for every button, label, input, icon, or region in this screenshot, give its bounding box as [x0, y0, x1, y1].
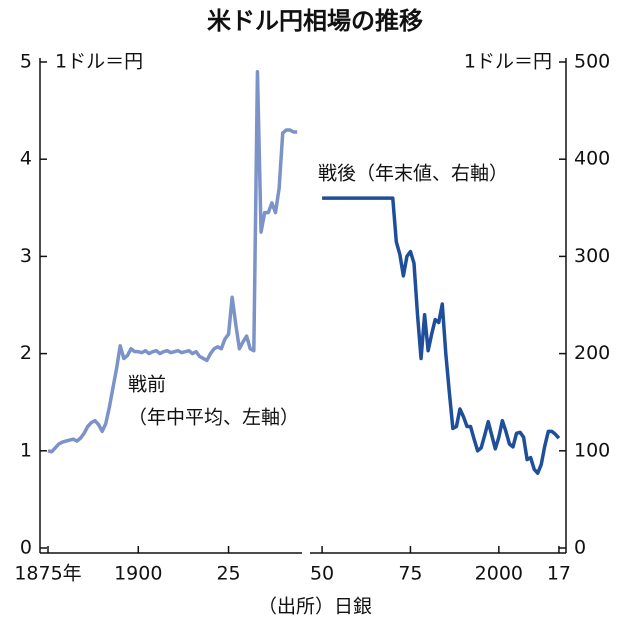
x-tick-label: 50	[310, 563, 334, 585]
x-tick-label: 1900	[114, 563, 162, 585]
y-tick-label: 1	[20, 439, 32, 461]
line-series	[322, 196, 561, 475]
y2-unit-label: 1ドル＝円	[464, 51, 552, 73]
x-tick-label: 17	[547, 563, 571, 585]
y-tick-label: 300	[574, 245, 610, 267]
y-tick-label: 4	[20, 148, 32, 170]
chart-title: 米ドル円相場の推移	[207, 7, 423, 35]
y-tick-label: 500	[574, 51, 610, 73]
y-tick-label: 5	[20, 51, 32, 73]
x-tick-label: 25	[216, 563, 240, 585]
x-tick-label: 2000	[475, 563, 523, 585]
x-tick-label: 1875年	[14, 563, 81, 585]
y-tick-label: 3	[20, 245, 32, 267]
y-tick-label: 0	[574, 537, 586, 559]
y-tick-label: 200	[574, 342, 610, 364]
annotation: 戦前	[128, 374, 166, 396]
y-tick-label: 100	[574, 439, 610, 461]
y-tick-label: 2	[20, 342, 32, 364]
y-tick-label: 0	[20, 537, 32, 559]
y-unit-label: 1ドル＝円	[55, 51, 143, 73]
y-tick-label: 400	[574, 148, 610, 170]
source: （出所）日銀	[258, 596, 372, 618]
x-tick-label: 75	[398, 563, 422, 585]
annotation: （年中平均、左軸）	[128, 407, 299, 429]
annotation: 戦後（年末値、右軸）	[318, 163, 508, 185]
line-series	[47, 69, 298, 454]
